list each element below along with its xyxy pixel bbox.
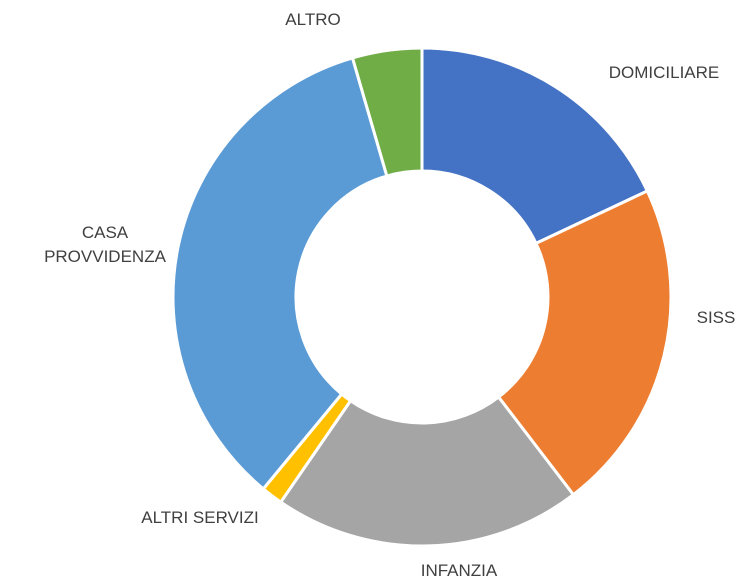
donut-segment	[496, 188, 673, 497]
segment-label: SISS	[696, 308, 736, 327]
segment-label: DOMICILIARE	[608, 63, 720, 82]
donut-segment	[278, 394, 576, 548]
donut-segment	[171, 56, 389, 491]
segment-label: ALTRI SERVIZI	[141, 508, 259, 527]
donut-segment	[420, 46, 650, 246]
donut-segment	[350, 46, 424, 178]
segment-label: ALTRO	[285, 10, 341, 29]
segment-label: INFANZIA	[420, 561, 498, 580]
segment-label: CASA PROVVIDENZA	[44, 223, 166, 266]
